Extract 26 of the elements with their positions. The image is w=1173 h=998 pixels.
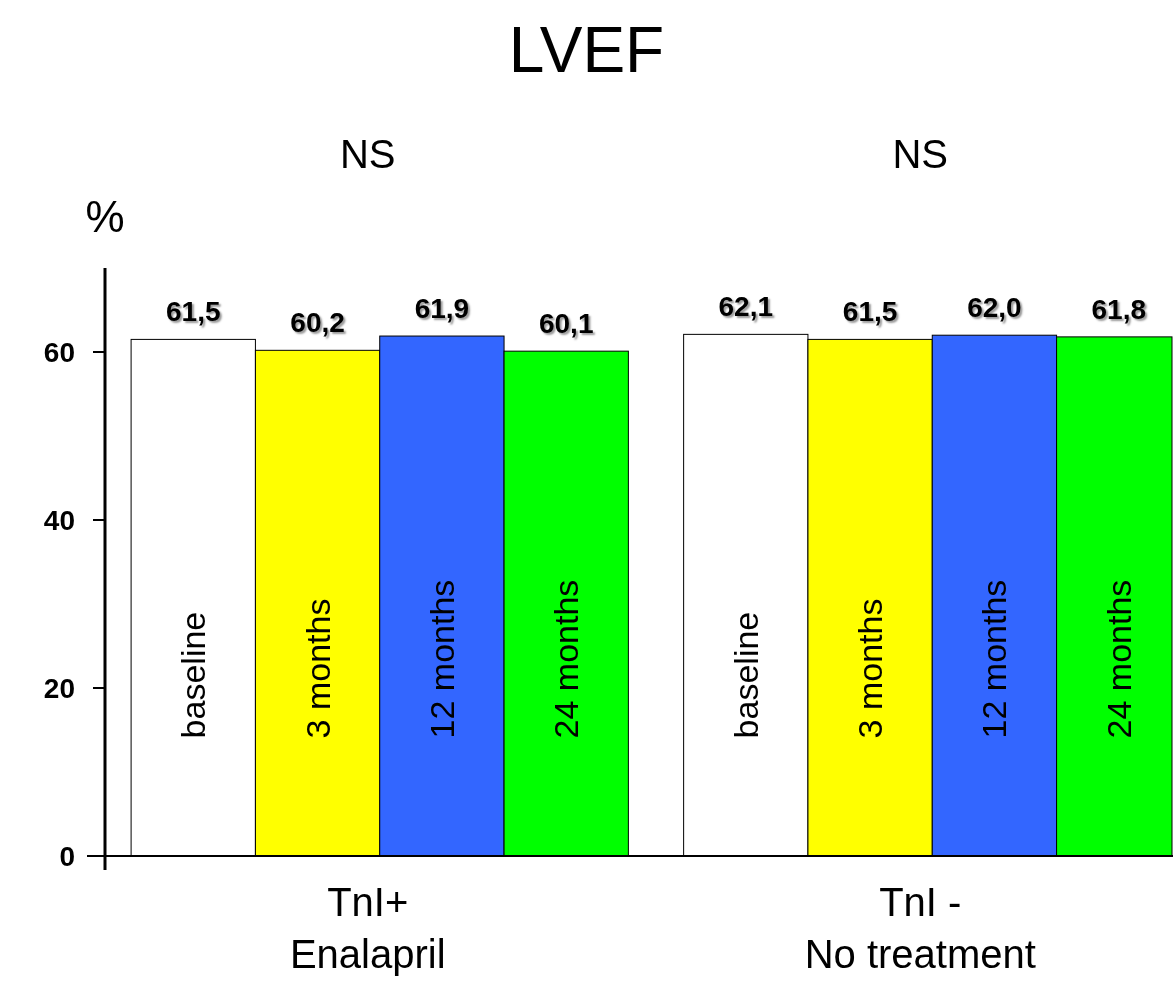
data-label: 62,1 — [718, 291, 774, 323]
x-tick-label: TnI+ Enalapril — [289, 880, 446, 976]
series-label: baseline — [726, 611, 765, 739]
x-tick-label: TnI - No treatment — [804, 880, 1036, 976]
y-tick-label: 20 — [43, 673, 75, 704]
data-label: 61,5 — [842, 296, 898, 328]
data-label: 61,9 — [414, 293, 470, 325]
text: NS — [892, 132, 949, 176]
text: NS — [339, 132, 396, 176]
data-label: 60,1 — [538, 308, 594, 340]
series-label: 24 months — [1099, 579, 1138, 739]
data-label: 60,2 — [290, 307, 345, 339]
text: 3 months — [298, 598, 337, 739]
y-tick-label: 60 — [43, 337, 75, 368]
y-tick-label: 40 — [43, 505, 75, 536]
data-label: 61,8 — [1091, 293, 1146, 325]
data-label: 62,0 — [967, 292, 1022, 324]
text: 12 months — [975, 579, 1014, 739]
y-tick-label: 0 — [59, 841, 75, 872]
data-label: 61,5 — [166, 296, 221, 328]
chart-title: LVEF — [508, 14, 665, 86]
series-label: 3 months — [851, 598, 890, 739]
y-axis-title: % — [85, 192, 125, 241]
text: 24 months — [547, 579, 586, 739]
text: baseline — [174, 611, 213, 739]
series-label: 12 months — [422, 579, 461, 739]
